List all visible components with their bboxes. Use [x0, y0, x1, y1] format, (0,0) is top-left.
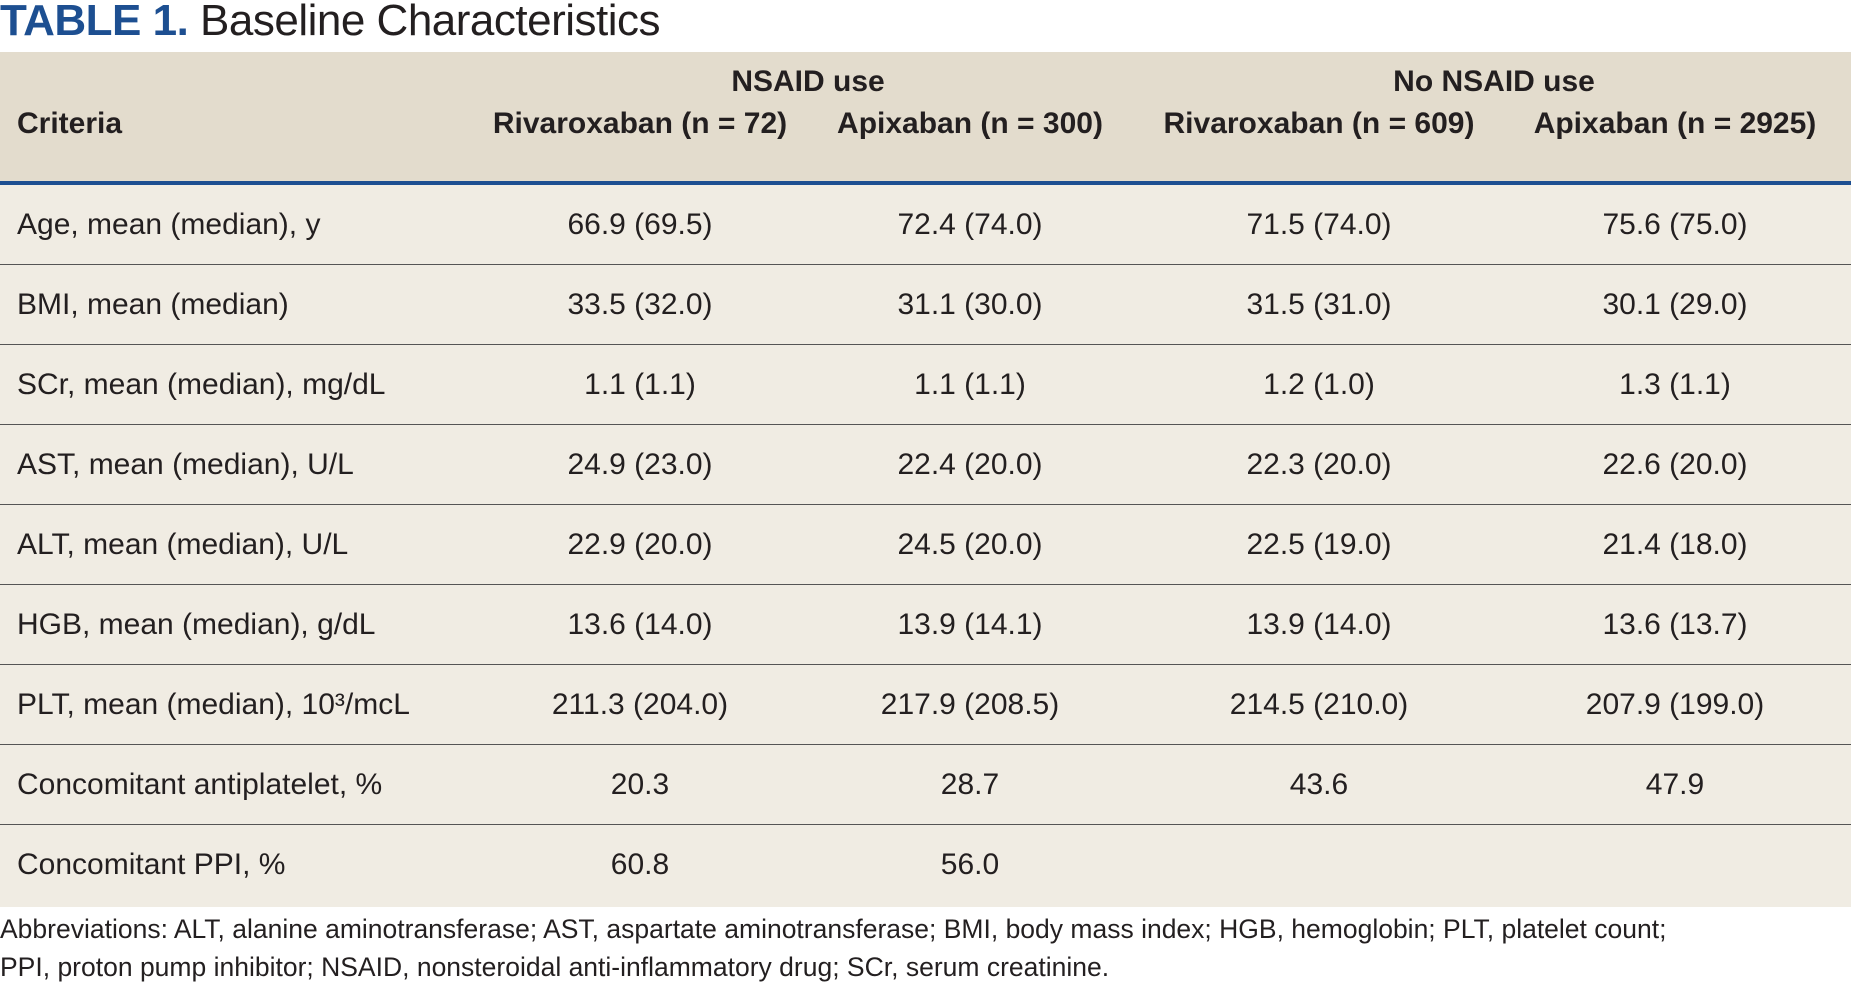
row-divider	[0, 264, 1851, 265]
cell-value: 13.9 (14.0)	[1246, 608, 1392, 641]
cell-value: 217.9 (208.5)	[880, 688, 1060, 721]
row-divider	[0, 744, 1851, 745]
table-row: Concomitant PPI, % 60.8 56.0	[0, 825, 1851, 905]
cell-value: 24.9 (23.0)	[567, 448, 713, 481]
footnote-line: PPI, proton pump inhibitor; NSAID, nonst…	[0, 952, 1110, 982]
footnote-line: Abbreviations: ALT, alanine aminotransfe…	[0, 914, 1667, 944]
row-divider	[0, 584, 1851, 585]
table-row: Age, mean (median), y 66.9 (69.5) 72.4 (…	[0, 185, 1851, 265]
cell-value: 20.3	[610, 768, 670, 801]
column-header-no-nsaid-apixaban: Apixaban (n = 2925)	[1533, 107, 1817, 140]
cell-value: 33.5 (32.0)	[567, 288, 713, 321]
cell-value: 47.9	[1645, 768, 1705, 801]
cell-value: 13.9 (14.1)	[897, 608, 1043, 641]
table-row: ALT, mean (median), U/L 22.9 (20.0) 24.5…	[0, 505, 1851, 585]
cell-value: 1.2 (1.0)	[1263, 368, 1375, 401]
column-header-criteria: Criteria	[17, 107, 123, 140]
table-row: HGB, mean (median), g/dL 13.6 (14.0) 13.…	[0, 585, 1851, 665]
group-header-nsaid-use: NSAID use	[731, 65, 885, 98]
cell-value: 24.5 (20.0)	[897, 528, 1043, 561]
cell-value: 214.5 (210.0)	[1229, 688, 1409, 721]
cell-value: 22.9 (20.0)	[567, 528, 713, 561]
abbreviations-footnote: Abbreviations: ALT, alanine aminotransfe…	[0, 910, 1851, 986]
table-number: TABLE 1.	[0, 0, 189, 45]
row-criteria: SCr, mean (median), mg/dL	[17, 368, 386, 401]
cell-value: 71.5 (74.0)	[1246, 208, 1392, 241]
column-header-no-nsaid-rivaroxaban: Rivaroxaban (n = 609)	[1163, 107, 1475, 140]
row-divider	[0, 344, 1851, 345]
row-criteria: Concomitant PPI, %	[17, 848, 286, 881]
cell-value: 22.4 (20.0)	[897, 448, 1043, 481]
table-row: SCr, mean (median), mg/dL 1.1 (1.1) 1.1 …	[0, 345, 1851, 425]
cell-value: 43.6	[1289, 768, 1349, 801]
cell-value: 22.6 (20.0)	[1602, 448, 1748, 481]
table-row: AST, mean (median), U/L 24.9 (23.0) 22.4…	[0, 425, 1851, 505]
row-criteria: ALT, mean (median), U/L	[17, 528, 349, 561]
row-criteria: PLT, mean (median), 10³/mcL	[17, 688, 410, 721]
table-row: PLT, mean (median), 10³/mcL 211.3 (204.0…	[0, 665, 1851, 745]
row-divider	[0, 504, 1851, 505]
row-divider	[0, 424, 1851, 425]
cell-value: 22.3 (20.0)	[1246, 448, 1392, 481]
table-row: BMI, mean (median) 33.5 (32.0) 31.1 (30.…	[0, 265, 1851, 345]
table-row: Concomitant antiplatelet, % 20.3 28.7 43…	[0, 745, 1851, 825]
cell-value: 21.4 (18.0)	[1602, 528, 1748, 561]
baseline-characteristics-table: NSAID use No NSAID use Criteria Rivaroxa…	[0, 52, 1851, 907]
cell-value: 22.5 (19.0)	[1246, 528, 1392, 561]
row-criteria: AST, mean (median), U/L	[17, 448, 354, 481]
cell-value: 1.1 (1.1)	[584, 368, 696, 401]
cell-value: 13.6 (14.0)	[567, 608, 713, 641]
row-criteria: Concomitant antiplatelet, %	[17, 768, 383, 801]
cell-value: 211.3 (204.0)	[551, 688, 729, 721]
cell-value: 56.0	[940, 848, 1000, 881]
row-criteria: Age, mean (median), y	[17, 208, 321, 241]
column-header-nsaid-apixaban: Apixaban (n = 300)	[837, 107, 1103, 140]
cell-value: 66.9 (69.5)	[567, 208, 713, 241]
group-header-no-nsaid-use: No NSAID use	[1393, 65, 1595, 98]
table-header: NSAID use No NSAID use Criteria Rivaroxa…	[0, 52, 1851, 182]
cell-value: 28.7	[940, 768, 1000, 801]
row-criteria: HGB, mean (median), g/dL	[17, 608, 376, 641]
cell-value: 1.1 (1.1)	[914, 368, 1026, 401]
cell-value: 1.3 (1.1)	[1619, 368, 1731, 401]
cell-value: 30.1 (29.0)	[1602, 288, 1748, 321]
cell-value: 13.6 (13.7)	[1602, 608, 1748, 641]
row-divider	[0, 664, 1851, 665]
cell-value: 207.9 (199.0)	[1585, 688, 1765, 721]
table-caption: Baseline Characteristics	[200, 0, 661, 45]
header-rule	[0, 181, 1851, 185]
cell-value: 75.6 (75.0)	[1602, 208, 1748, 241]
cell-value: 60.8	[610, 848, 670, 881]
column-header-nsaid-rivaroxaban: Rivaroxaban (n = 72)	[492, 107, 788, 140]
cell-value: 31.5 (31.0)	[1246, 288, 1392, 321]
cell-value: 31.1 (30.0)	[897, 288, 1043, 321]
table-title: TABLE 1. Baseline Characteristics	[0, 0, 661, 50]
cell-value: 72.4 (74.0)	[897, 208, 1043, 241]
row-divider	[0, 824, 1851, 825]
row-criteria: BMI, mean (median)	[17, 288, 289, 321]
